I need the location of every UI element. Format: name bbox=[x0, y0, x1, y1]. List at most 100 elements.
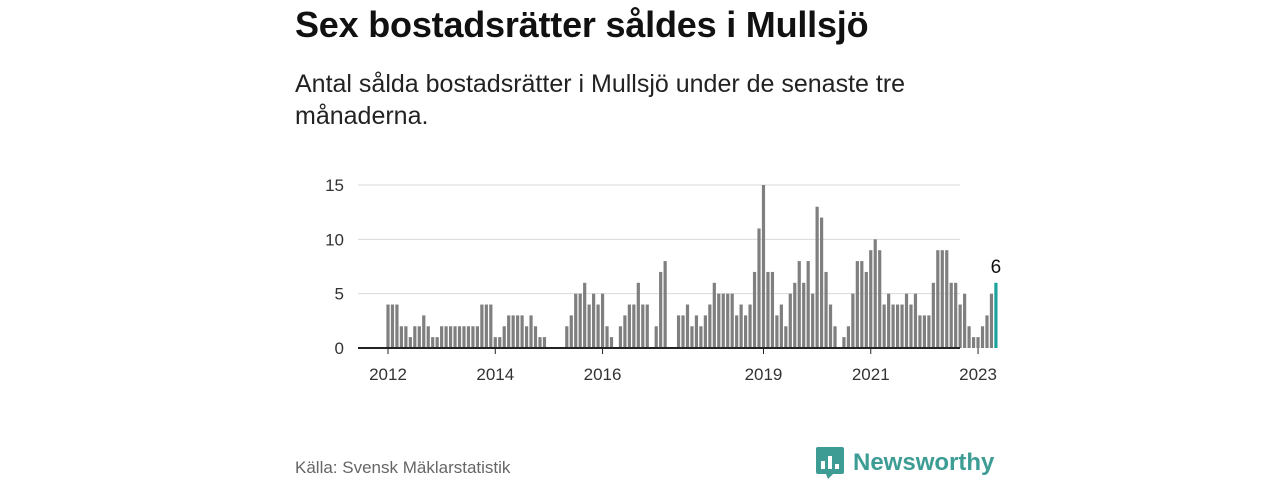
bar bbox=[949, 282, 953, 348]
bar bbox=[578, 293, 582, 348]
bar bbox=[819, 217, 824, 348]
bar bbox=[605, 326, 609, 348]
bar bbox=[623, 315, 627, 348]
bar bbox=[971, 337, 976, 348]
bar bbox=[770, 271, 775, 348]
bar bbox=[913, 293, 918, 348]
bar bbox=[954, 282, 958, 348]
bar bbox=[846, 326, 851, 348]
bar bbox=[802, 282, 806, 348]
bar bbox=[422, 315, 426, 348]
bar bbox=[989, 293, 994, 348]
y-tick-label: 10 bbox=[325, 230, 344, 249]
bar bbox=[592, 293, 596, 348]
bar bbox=[887, 293, 891, 348]
bar bbox=[417, 326, 421, 348]
bar bbox=[654, 326, 658, 348]
bar bbox=[855, 261, 859, 348]
x-tick-label: 2021 bbox=[852, 365, 890, 384]
bar bbox=[851, 293, 855, 348]
bar bbox=[694, 315, 699, 348]
x-tick-label: 2012 bbox=[369, 365, 407, 384]
brand-logo: Newsworthy bbox=[815, 446, 994, 480]
x-tick-label: 2014 bbox=[476, 365, 514, 384]
bar bbox=[431, 337, 435, 348]
bar bbox=[860, 261, 864, 348]
bar bbox=[828, 304, 833, 348]
bar bbox=[748, 304, 752, 348]
bar bbox=[659, 271, 663, 348]
bar-chart: 0 5 10 15 6 2012 2014 2016 2019 2021 2023 bbox=[325, 176, 1002, 384]
bar bbox=[976, 337, 980, 348]
bar bbox=[806, 261, 810, 348]
bar bbox=[520, 315, 524, 348]
bar bbox=[882, 304, 886, 348]
bar bbox=[757, 228, 761, 348]
bar bbox=[824, 271, 828, 348]
bars bbox=[386, 185, 998, 348]
newsworthy-logo-icon bbox=[816, 447, 844, 479]
bar bbox=[878, 250, 882, 348]
bar bbox=[507, 315, 511, 348]
chart-title: Sex bostadsrätter såldes i Mullsjö bbox=[295, 4, 869, 45]
bar bbox=[945, 250, 949, 348]
bar bbox=[444, 326, 448, 348]
x-tick-label: 2019 bbox=[745, 365, 783, 384]
bar bbox=[404, 326, 408, 348]
bar bbox=[775, 315, 779, 348]
bar bbox=[395, 304, 399, 348]
bar bbox=[386, 304, 390, 348]
bar bbox=[426, 326, 430, 348]
bar bbox=[873, 239, 877, 348]
bar bbox=[752, 271, 757, 348]
bar bbox=[462, 326, 466, 348]
bar bbox=[627, 304, 631, 348]
bar bbox=[739, 304, 743, 348]
y-tick-label: 5 bbox=[335, 285, 344, 304]
bar bbox=[980, 326, 985, 348]
bar bbox=[931, 282, 935, 348]
bar bbox=[408, 337, 412, 348]
bar bbox=[618, 326, 623, 348]
bar bbox=[717, 293, 721, 348]
x-tick-label: 2016 bbox=[584, 365, 622, 384]
bar bbox=[457, 326, 462, 348]
bar bbox=[940, 250, 944, 348]
bar bbox=[922, 315, 926, 348]
bar bbox=[565, 326, 569, 348]
bar bbox=[726, 293, 730, 348]
bar bbox=[448, 326, 453, 348]
bar bbox=[502, 326, 506, 348]
bar bbox=[985, 315, 989, 348]
bar bbox=[904, 293, 909, 348]
bar bbox=[681, 315, 685, 348]
bar bbox=[484, 304, 488, 348]
bar bbox=[779, 304, 783, 348]
data-label-latest: 6 bbox=[991, 257, 1002, 278]
bar bbox=[909, 304, 913, 348]
y-tick-label: 0 bbox=[335, 339, 344, 358]
bar bbox=[958, 304, 962, 348]
bar bbox=[690, 326, 694, 348]
bar bbox=[533, 326, 538, 348]
bar bbox=[453, 326, 457, 348]
bar bbox=[918, 315, 922, 348]
bar bbox=[609, 337, 614, 348]
bar bbox=[833, 326, 837, 348]
bar bbox=[511, 315, 515, 348]
bar-latest bbox=[994, 282, 998, 348]
bar bbox=[574, 293, 578, 348]
bar bbox=[440, 326, 444, 348]
bar bbox=[542, 337, 547, 348]
bar bbox=[842, 337, 846, 348]
bar bbox=[489, 304, 493, 348]
chart-subtitle: Antal sålda bostadsrätter i Mullsjö unde… bbox=[295, 70, 906, 130]
bar bbox=[569, 315, 573, 348]
bar bbox=[788, 293, 792, 348]
bar bbox=[927, 315, 931, 348]
bar bbox=[435, 337, 439, 348]
bar bbox=[583, 282, 587, 348]
bar bbox=[703, 315, 707, 348]
bar bbox=[390, 304, 395, 348]
bar bbox=[466, 326, 471, 348]
